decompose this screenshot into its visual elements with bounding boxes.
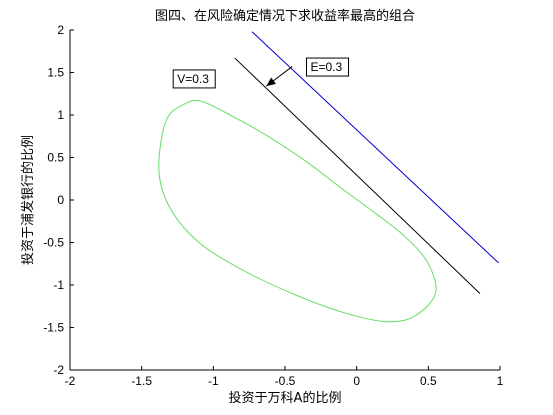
x-axis-label: 投资于万科A的比例 (229, 390, 342, 406)
risk-ellipse-series (158, 99, 437, 323)
annotation-box (172, 69, 216, 89)
y-tick-label: 2 (57, 23, 64, 37)
y-tick-label: 1 (57, 108, 64, 122)
y-axis-label: 投资于浦发银行的比例 (20, 135, 36, 265)
x-tick-label: 0 (353, 374, 360, 388)
x-tick-label: -2 (65, 374, 76, 388)
y-tick-label: -1.5 (43, 321, 64, 335)
annotation-label: E=0.3 (311, 60, 343, 74)
y-tick-label: -1 (53, 278, 64, 292)
return-line-series (251, 31, 499, 264)
x-tick-label: 1 (497, 374, 504, 388)
plot-area: -2 -1.5 -1 -0.5 0 0.5 1 -2 -1.5 -1 -0.5 0 0.5 1 1.5 2 V=… (43, 23, 503, 388)
y-tick-label: -2 (53, 363, 64, 377)
annotation-arrow-head (266, 77, 276, 87)
x-tick-label: -1.5 (131, 374, 152, 388)
x-tick-label: -1 (208, 374, 219, 388)
annotation-label: V=0.3 (177, 72, 209, 86)
y-tick-label: 0 (57, 193, 64, 207)
x-tick-label: -0.5 (275, 374, 296, 388)
y-tick-label: 1.5 (47, 66, 64, 80)
y-tick-label: 0.5 (47, 151, 64, 165)
chart-title: 图四、在风险确定情况下求收益率最高的组合 (155, 8, 415, 24)
annotation-box (306, 57, 350, 77)
tangent-line-series (234, 57, 481, 294)
x-tick-label: 0.5 (420, 374, 437, 388)
y-tick-label: -0.5 (43, 236, 64, 250)
